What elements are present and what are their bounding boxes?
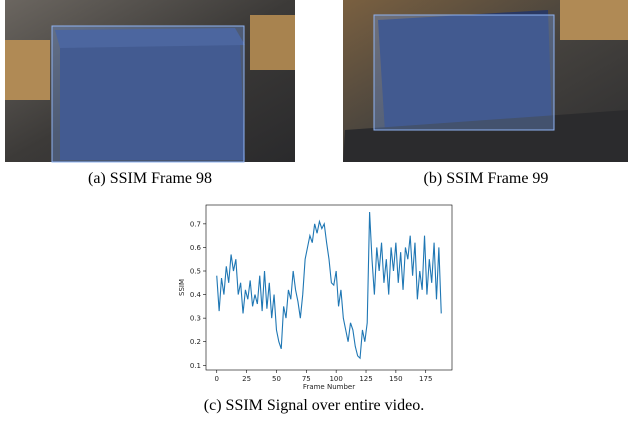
x-tick-label: 175	[419, 375, 432, 383]
x-tick-label: 25	[242, 375, 251, 383]
y-tick-label: 0.4	[190, 291, 202, 299]
photo-a	[5, 0, 295, 163]
y-tick-label: 0.2	[190, 338, 201, 346]
x-tick-label: 50	[272, 375, 281, 383]
y-tick-label: 0.6	[190, 244, 202, 252]
ssim-chart: 0.1 0.2 0.3 0.4 0.5 0.6 0.7 0 25 50 75 100 125 150 175…	[178, 204, 453, 391]
x-tick-label: 75	[302, 375, 311, 383]
y-tick-label: 0.5	[190, 268, 201, 276]
x-tick-label: 100	[329, 375, 342, 383]
photo-b	[343, 0, 628, 162]
caption-b: (b) SSIM Frame 99	[424, 170, 549, 187]
ssim-line	[216, 212, 442, 360]
x-tick-label: 150	[389, 375, 402, 383]
y-tick-label: 0.3	[190, 315, 201, 323]
y-tick-label: 0.7	[190, 220, 201, 228]
plot-frame	[205, 204, 453, 371]
y-axis-label: SSIM	[178, 279, 186, 296]
y-tick-label: 0.1	[190, 362, 201, 370]
caption-c: (c) SSIM Signal over entire video.	[204, 397, 424, 414]
x-tick-label: 0	[215, 375, 219, 383]
caption-a: (a) SSIM Frame 98	[88, 170, 212, 187]
x-axis-label: Frame Number	[303, 383, 355, 391]
x-tick-label: 125	[359, 375, 372, 383]
